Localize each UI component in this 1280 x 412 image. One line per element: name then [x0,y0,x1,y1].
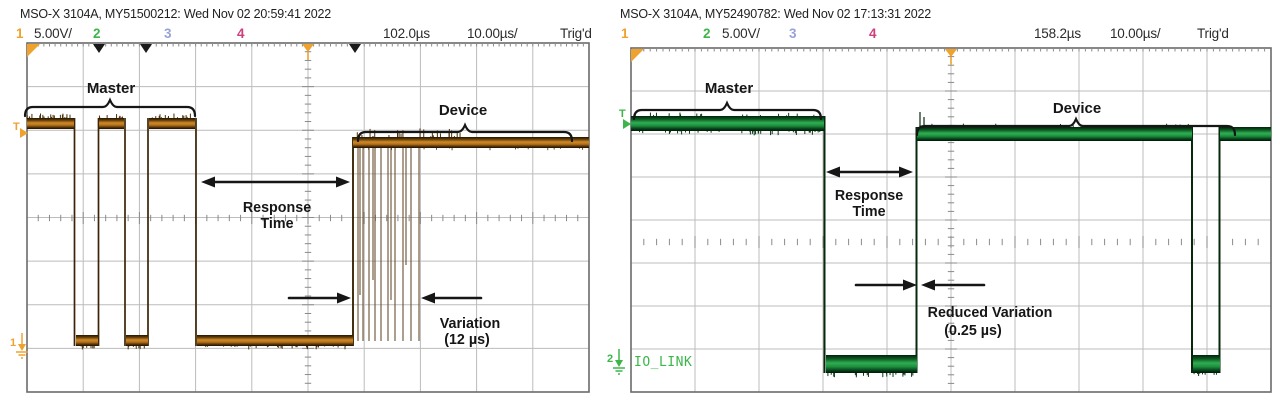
response-time-arrow [201,176,350,188]
left-ch3-label[interactable]: 3 [164,26,172,41]
right-scope: MSO-X 3104A, MY52490782: Wed Nov 02 17:1… [607,7,1271,378]
right-ch4-label[interactable]: 4 [869,26,877,41]
left-variation-label-line2: (12 µs) [444,332,490,348]
left-trigger-level-marker[interactable]: T [13,121,28,138]
left-event-marker-icon [349,44,361,53]
right-device-label: Device [1053,100,1101,117]
left-timebase-readout[interactable]: 10.00µs/ [467,26,518,41]
left-annotations [23,97,574,304]
left-variation-label-line1: Variation [440,316,500,332]
left-response-label-line1: Response [243,200,311,216]
right-master-label: Master [705,80,754,97]
right-ch2-scale[interactable]: 5.00V/ [722,26,760,41]
left-graticule [26,42,590,393]
svg-text:T: T [13,121,20,133]
right-ch2-waveform [631,112,1271,378]
right-response-label-line1: Response [835,188,903,204]
left-trigger-corner-icon [27,44,40,57]
left-event-marker-icon [93,44,105,53]
left-ch1-label[interactable]: 1 [16,26,24,41]
left-event-marker-icon [140,44,152,53]
right-trig-status: Trig'd [1197,26,1229,41]
right-trigger-corner-icon [631,49,644,62]
left-scope: MSO-X 3104A, MY51500212: Wed Nov 02 20:5… [10,7,592,359]
reduced-variation-arrows [854,279,986,291]
left-ch1-waveform [26,113,589,350]
left-ch2-label[interactable]: 2 [93,26,101,41]
right-annotations [632,100,1237,291]
left-scope-title: MSO-X 3104A, MY51500212: Wed Nov 02 20:5… [20,7,331,21]
right-channel-bar: 1 2 5.00V/ 3 4 158.2µs 10.00µs/ Trig'd [621,26,1229,41]
left-response-label-line2: Time [260,216,293,232]
right-ch2-ground-marker[interactable]: 2 [607,349,625,375]
left-trigger-position-icon[interactable] [302,44,314,60]
left-ch4-label[interactable]: 4 [237,26,245,41]
right-variation-label-line1: Reduced Variation [928,305,1053,321]
response-time-arrow [826,166,913,178]
right-trigger-position-icon[interactable] [945,49,957,65]
right-scope-title: MSO-X 3104A, MY52490782: Wed Nov 02 17:1… [620,7,931,21]
device-brace [356,122,574,143]
right-graticule [630,47,1272,393]
svg-text:T: T [619,108,626,120]
left-device-label: Device [439,102,487,119]
right-ch2-label[interactable]: 2 [703,26,711,41]
left-master-label: Master [87,80,136,97]
right-trigger-level-marker[interactable]: T [619,108,631,129]
right-timebase-readout[interactable]: 10.00µs/ [1110,26,1161,41]
right-response-label-line2: Time [852,204,885,220]
left-channel-bar: 1 5.00V/ 2 3 4 102.0µs 10.00µs/ Trig'd [16,26,592,41]
right-ch1-label[interactable]: 1 [621,26,629,41]
right-variation-label-line2: (0.25 µs) [944,323,1002,339]
svg-text:1: 1 [10,337,16,349]
right-ch3-label[interactable]: 3 [789,26,797,41]
right-bus-label: IO_LINK [634,355,692,370]
left-ch1-ground-marker[interactable]: 1 [10,333,28,359]
master-brace [632,100,823,121]
left-variation-jitter-lines [357,147,420,341]
left-ch1-scale[interactable]: 5.00V/ [34,26,72,41]
right-delay-readout[interactable]: 158.2µs [1034,26,1082,41]
master-brace [23,97,197,118]
variation-arrows [287,292,483,304]
device-brace [915,116,1237,137]
left-delay-readout[interactable]: 102.0µs [383,26,431,41]
left-trig-status: Trig'd [560,26,592,41]
svg-text:2: 2 [607,353,613,365]
